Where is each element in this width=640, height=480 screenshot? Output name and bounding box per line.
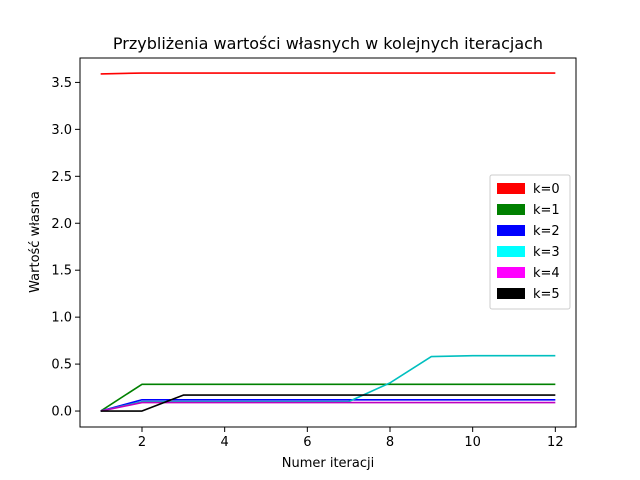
plot-frame (79, 57, 577, 428)
y-axis-label: Wartość własna (28, 191, 43, 293)
legend-swatch (497, 225, 525, 236)
x-tick-label: 2 (138, 435, 146, 450)
y-tick-label: 0.0 (51, 405, 72, 420)
axes-layer: 2 4 6 8 10 12 0.0 0.5 1.0 1.5 2.0 2.5 3.0 3.5 (51, 76, 563, 450)
legend-label: k=2 (533, 224, 560, 239)
legend-swatch (497, 267, 525, 278)
x-tick-label: 4 (221, 435, 229, 450)
x-tick-label: 12 (547, 435, 564, 450)
x-tick-label: 8 (386, 435, 394, 450)
series-line-k-1 (100, 383, 556, 412)
series-line-k-5 (100, 394, 556, 412)
series-line-k-2 (100, 398, 556, 412)
legend-swatch (497, 183, 525, 194)
legend: k=0 k=1 k=2 k=3 k=4 k=5 (489, 174, 571, 310)
legend-label: k=5 (533, 287, 560, 302)
legend-label: k=4 (533, 266, 560, 281)
legend-swatch (497, 246, 525, 257)
x-tick-label: 10 (464, 435, 481, 450)
series-layer (100, 72, 556, 412)
y-tick-label: 2.5 (51, 170, 72, 185)
series-line-k-3 (100, 354, 556, 412)
series-line-k-0 (100, 72, 556, 75)
legend-label: k=0 (533, 182, 560, 197)
y-tick-label: 1.0 (51, 311, 72, 326)
y-tick-label: 2.0 (51, 217, 72, 232)
y-tick-label: 0.5 (51, 358, 72, 373)
legend-label: k=1 (533, 203, 560, 218)
x-axis-label: Numer iteracji (282, 456, 375, 471)
chart-title: Przybliżenia wartości własnych w kolejny… (113, 34, 543, 53)
y-tick-label: 3.5 (51, 76, 72, 91)
series-line-k-4 (100, 401, 556, 412)
legend-swatch (497, 288, 525, 299)
y-tick-label: 1.5 (51, 264, 72, 279)
legend-label: k=3 (533, 245, 560, 260)
y-tick-label: 3.0 (51, 123, 72, 138)
legend-swatch (497, 204, 525, 215)
x-tick-label: 6 (303, 435, 311, 450)
